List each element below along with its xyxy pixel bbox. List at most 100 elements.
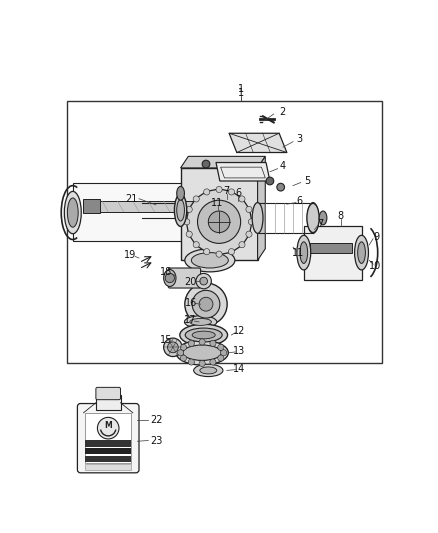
Circle shape <box>97 417 119 439</box>
Circle shape <box>187 189 251 254</box>
Ellipse shape <box>307 203 319 232</box>
Ellipse shape <box>300 242 307 263</box>
Ellipse shape <box>164 270 176 287</box>
Bar <box>83 199 100 213</box>
Circle shape <box>167 342 178 353</box>
Polygon shape <box>180 156 265 168</box>
Circle shape <box>200 277 208 285</box>
Text: 21: 21 <box>125 193 138 204</box>
Text: 13: 13 <box>233 346 245 356</box>
Circle shape <box>246 206 252 213</box>
Text: 20: 20 <box>184 277 197 287</box>
Circle shape <box>196 273 212 289</box>
Ellipse shape <box>191 253 228 268</box>
Ellipse shape <box>199 297 213 311</box>
Circle shape <box>208 211 230 232</box>
Circle shape <box>199 360 205 367</box>
Text: 5: 5 <box>304 176 310 186</box>
Circle shape <box>218 344 224 350</box>
Text: 9: 9 <box>373 232 379 242</box>
Circle shape <box>180 355 187 361</box>
Text: 4: 4 <box>279 161 285 172</box>
Bar <box>83 201 202 212</box>
Circle shape <box>218 355 224 361</box>
Circle shape <box>266 177 274 185</box>
Text: 11: 11 <box>292 248 304 257</box>
FancyBboxPatch shape <box>78 403 139 473</box>
Circle shape <box>184 219 190 225</box>
Circle shape <box>164 338 182 357</box>
Ellipse shape <box>200 367 217 374</box>
Circle shape <box>193 241 199 248</box>
Polygon shape <box>229 133 287 152</box>
Bar <box>85 440 131 447</box>
Ellipse shape <box>174 194 187 227</box>
Text: 7: 7 <box>224 186 230 196</box>
Text: 10: 10 <box>369 261 381 271</box>
Ellipse shape <box>194 364 223 377</box>
Circle shape <box>199 339 205 345</box>
Text: M: M <box>104 421 112 430</box>
Ellipse shape <box>185 283 227 325</box>
Bar <box>85 464 131 470</box>
Circle shape <box>210 359 216 365</box>
Ellipse shape <box>185 249 235 272</box>
Ellipse shape <box>355 235 368 270</box>
Ellipse shape <box>180 324 228 346</box>
Circle shape <box>186 206 192 213</box>
Ellipse shape <box>307 203 318 233</box>
Text: 11: 11 <box>212 198 224 207</box>
Ellipse shape <box>64 191 81 234</box>
Polygon shape <box>180 168 258 260</box>
Text: 15: 15 <box>160 335 172 345</box>
Text: 3: 3 <box>296 134 302 144</box>
Circle shape <box>277 183 285 191</box>
Circle shape <box>248 219 254 225</box>
Text: 12: 12 <box>233 326 245 336</box>
Circle shape <box>228 189 234 195</box>
Bar <box>310 243 352 253</box>
Circle shape <box>246 231 252 237</box>
Ellipse shape <box>252 203 263 233</box>
Bar <box>96 395 120 410</box>
Ellipse shape <box>190 318 212 325</box>
Ellipse shape <box>176 341 228 365</box>
Circle shape <box>193 196 199 202</box>
Text: 18: 18 <box>160 267 172 277</box>
Ellipse shape <box>67 198 78 227</box>
Ellipse shape <box>192 290 220 318</box>
Circle shape <box>210 340 216 346</box>
Circle shape <box>239 196 245 202</box>
Ellipse shape <box>177 187 184 200</box>
Ellipse shape <box>185 328 222 342</box>
Bar <box>85 413 131 463</box>
Ellipse shape <box>358 242 365 263</box>
Text: 1: 1 <box>237 88 244 98</box>
FancyBboxPatch shape <box>168 268 201 288</box>
Text: 8: 8 <box>338 211 344 221</box>
Text: 17: 17 <box>184 316 196 325</box>
Circle shape <box>202 160 210 168</box>
Text: 14: 14 <box>233 364 245 374</box>
Circle shape <box>180 344 187 350</box>
Circle shape <box>204 248 210 255</box>
Polygon shape <box>258 156 265 260</box>
Bar <box>85 456 131 462</box>
Ellipse shape <box>177 199 184 221</box>
Ellipse shape <box>297 235 311 270</box>
Ellipse shape <box>192 331 215 339</box>
Ellipse shape <box>183 345 221 360</box>
Circle shape <box>239 241 245 248</box>
Bar <box>67 101 382 363</box>
Circle shape <box>198 200 240 244</box>
Circle shape <box>188 340 194 346</box>
Circle shape <box>216 187 222 192</box>
Circle shape <box>188 359 194 365</box>
Circle shape <box>177 350 184 356</box>
Circle shape <box>165 273 174 282</box>
Text: 23: 23 <box>151 436 163 446</box>
Text: 7: 7 <box>318 219 324 229</box>
Circle shape <box>204 189 210 195</box>
Bar <box>85 448 131 454</box>
Circle shape <box>221 350 227 356</box>
